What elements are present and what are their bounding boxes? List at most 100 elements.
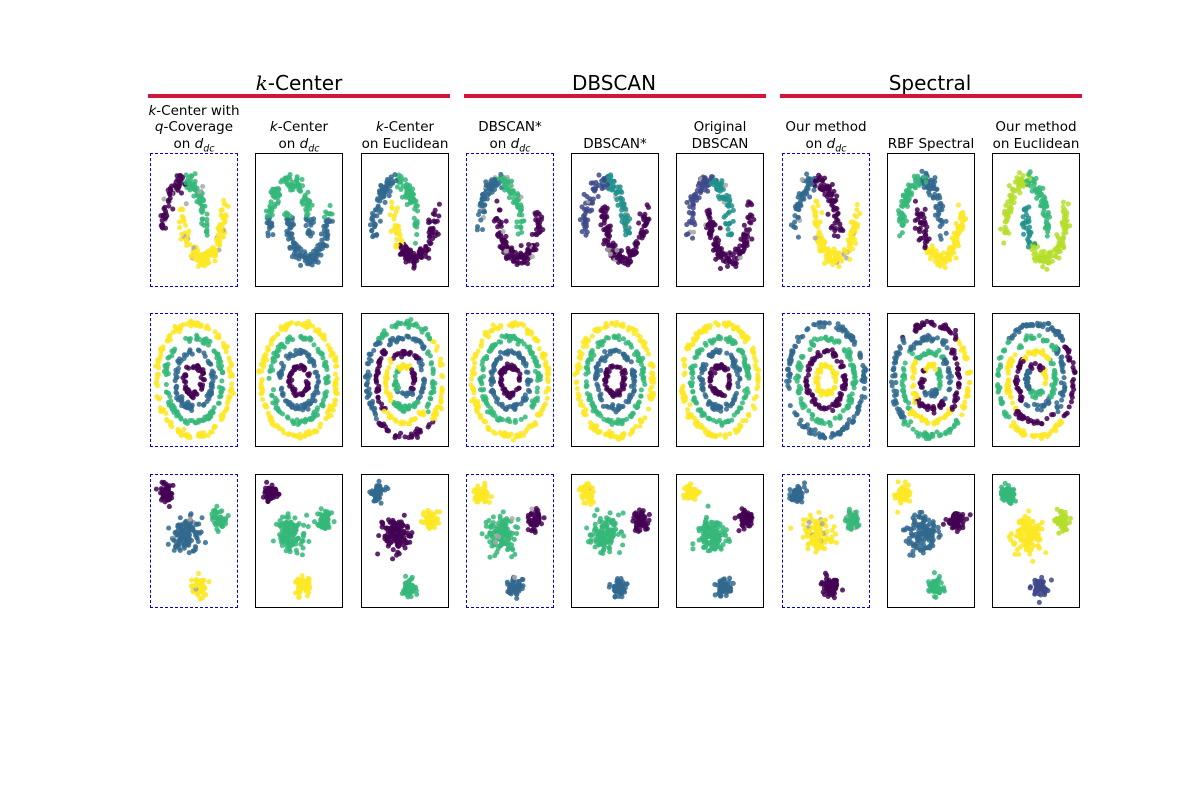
data-point	[315, 251, 321, 257]
data-point	[262, 355, 268, 361]
data-point	[303, 223, 309, 229]
data-point	[414, 399, 420, 405]
data-point	[269, 336, 276, 342]
data-point	[202, 353, 208, 359]
data-point	[602, 237, 608, 243]
data-point	[364, 380, 371, 386]
data-point	[807, 347, 813, 353]
data-point	[912, 198, 919, 204]
data-point	[170, 206, 176, 212]
data-point	[208, 361, 214, 367]
data-point	[503, 218, 509, 224]
data-point	[725, 226, 731, 232]
data-point	[468, 376, 475, 382]
data-point	[215, 400, 221, 406]
data-point	[171, 405, 177, 411]
data-point	[616, 390, 622, 396]
data-point	[191, 321, 197, 327]
data-point	[482, 397, 488, 403]
data-point	[633, 239, 639, 245]
data-point	[414, 221, 420, 227]
data-point	[380, 331, 386, 337]
data-point	[573, 380, 579, 386]
data-point	[477, 387, 484, 393]
data-point	[717, 225, 723, 231]
data-point	[200, 216, 206, 222]
data-point	[813, 198, 819, 204]
data-point	[182, 432, 188, 438]
data-point	[614, 247, 620, 253]
data-point	[636, 220, 642, 226]
data-point	[638, 393, 644, 399]
data-point	[296, 187, 302, 193]
scatter-plot	[998, 169, 1073, 272]
data-point	[525, 369, 531, 375]
data-point	[637, 417, 643, 423]
data-point	[199, 194, 205, 201]
data-point	[621, 353, 628, 359]
data-point	[307, 206, 313, 212]
data-point	[684, 199, 690, 206]
data-point	[430, 368, 436, 374]
data-point	[490, 327, 496, 333]
data-point	[155, 362, 161, 368]
data-point	[488, 179, 494, 185]
data-point	[604, 230, 611, 236]
data-point	[589, 200, 595, 206]
data-point	[432, 380, 438, 386]
data-point	[327, 346, 333, 352]
data-point	[824, 248, 830, 254]
data-point	[606, 186, 612, 192]
column-label-6: Original DBSCAN	[660, 98, 780, 152]
data-point	[923, 228, 929, 234]
data-point	[613, 364, 620, 370]
data-point	[621, 382, 628, 388]
data-point	[602, 349, 608, 355]
data-point	[1006, 204, 1012, 210]
data-point	[491, 362, 497, 368]
data-point	[196, 417, 202, 423]
data-point	[1061, 226, 1067, 232]
data-point	[497, 354, 503, 360]
data-point	[705, 415, 711, 421]
data-point	[740, 418, 746, 424]
column-label-text: Our method	[785, 119, 867, 135]
data-point	[517, 208, 523, 214]
data-point	[389, 204, 395, 210]
scatter-panel-moons-7	[782, 153, 870, 287]
data-point	[588, 350, 594, 356]
data-point	[215, 241, 221, 247]
data-point	[383, 381, 389, 387]
data-point	[914, 207, 920, 213]
data-point	[264, 213, 270, 219]
data-point	[184, 364, 190, 370]
data-point	[607, 348, 613, 354]
data-point	[197, 189, 203, 195]
data-point	[593, 375, 599, 381]
data-point	[387, 398, 394, 404]
data-point	[693, 354, 699, 360]
data-point	[636, 357, 642, 363]
data-point	[857, 211, 863, 217]
data-point	[518, 224, 524, 230]
data-point	[685, 344, 691, 350]
data-point	[831, 371, 837, 377]
scatter-panel-moons-5	[571, 153, 659, 287]
data-point	[515, 252, 521, 258]
data-point	[196, 401, 202, 407]
data-point	[606, 242, 612, 248]
data-point	[392, 435, 398, 441]
data-point	[921, 174, 927, 180]
data-point	[485, 192, 491, 198]
data-point	[697, 374, 703, 380]
data-point	[840, 408, 846, 414]
column-label-text: Original	[693, 119, 747, 135]
data-point	[161, 196, 167, 202]
data-point	[386, 415, 392, 421]
data-point	[815, 380, 821, 386]
data-point	[577, 402, 584, 408]
data-point	[725, 366, 731, 372]
data-point	[812, 235, 818, 241]
data-point	[730, 207, 736, 213]
data-point	[394, 382, 401, 388]
